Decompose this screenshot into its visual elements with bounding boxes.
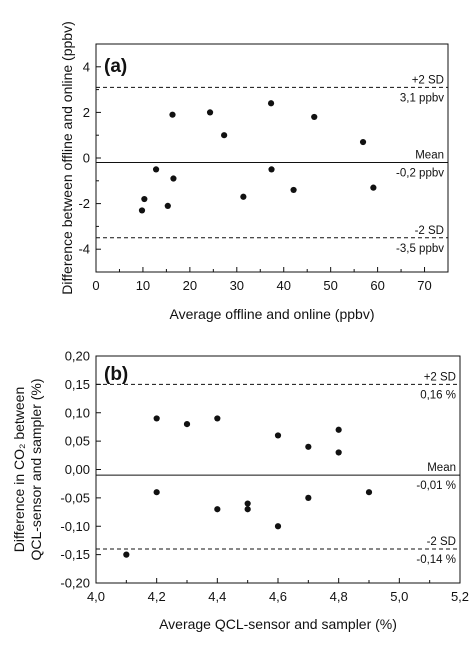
x-tick-label: 70 bbox=[417, 278, 431, 293]
y-tick-label: 0,15 bbox=[65, 377, 90, 392]
panel-label: (a) bbox=[104, 56, 127, 77]
y-tick-label: -0,15 bbox=[60, 547, 90, 562]
reference-line-value: 3,1 ppbv bbox=[400, 92, 444, 104]
data-point bbox=[221, 132, 228, 139]
data-point bbox=[244, 506, 251, 513]
reference-line-label: +2 SD bbox=[412, 74, 444, 86]
data-point bbox=[153, 489, 160, 496]
data-point bbox=[274, 523, 282, 530]
reference-line-label: -2 SD bbox=[427, 536, 456, 548]
x-tick-label: 4,2 bbox=[148, 589, 166, 604]
x-tick-label: 10 bbox=[136, 278, 150, 293]
data-point bbox=[214, 415, 221, 422]
x-axis-title: Average offline and online (ppbv) bbox=[170, 306, 375, 322]
data-point bbox=[152, 166, 160, 173]
data-point bbox=[359, 138, 367, 146]
data-point bbox=[138, 207, 146, 214]
reference-line-label: Mean bbox=[415, 150, 444, 162]
y-tick-label: -2 bbox=[78, 196, 90, 211]
x-tick-label: 20 bbox=[183, 278, 197, 293]
panel-a-scatter-chart: 0 10 20 30 40 50 60 70 -4 -2 0 2 4 +2 SD 3,1 ppbv Mean -… bbox=[59, 21, 449, 322]
data-point bbox=[240, 193, 247, 200]
y-tick-label: 2 bbox=[83, 105, 90, 120]
reference-line-label: Mean bbox=[427, 462, 456, 474]
y-tick-label: -0,10 bbox=[60, 519, 90, 534]
data-point bbox=[164, 202, 171, 209]
x-tick-label: 40 bbox=[276, 278, 290, 293]
y-tick-label: -0,20 bbox=[60, 576, 90, 591]
data-point bbox=[305, 494, 312, 501]
data-point bbox=[290, 186, 297, 194]
y-axis-title-line-2: QCL-sensor and sampler (%) bbox=[28, 378, 44, 560]
data-point bbox=[214, 506, 221, 513]
y-axis-title: Difference between offline and online (p… bbox=[59, 21, 75, 294]
y-tick-label: -0,05 bbox=[60, 490, 90, 505]
x-tick-label: 30 bbox=[230, 278, 244, 293]
x-tick-label: 5,0 bbox=[390, 589, 408, 604]
reference-line-value: -3,5 ppbv bbox=[396, 243, 444, 255]
data-point bbox=[305, 443, 312, 450]
data-point bbox=[335, 449, 342, 456]
data-point bbox=[153, 415, 160, 422]
y-tick-label: 0,05 bbox=[65, 434, 90, 449]
data-point bbox=[169, 111, 176, 118]
data-point bbox=[183, 421, 191, 428]
y-tick-label: 0,20 bbox=[65, 349, 90, 364]
x-tick-label: 4,4 bbox=[208, 589, 226, 604]
data-point bbox=[370, 184, 377, 191]
x-tick-label: 4,6 bbox=[269, 589, 287, 604]
x-tick-label: 60 bbox=[370, 278, 384, 293]
y-tick-label: 4 bbox=[83, 59, 90, 74]
data-point bbox=[365, 489, 373, 496]
x-axis-title: Average QCL-sensor and sampler (%) bbox=[159, 616, 397, 632]
y-tick-label: 0,10 bbox=[65, 405, 90, 420]
data-point bbox=[123, 551, 130, 558]
data-point bbox=[267, 100, 275, 107]
reference-line-value: -0,14 % bbox=[416, 554, 456, 566]
panel-label: (b) bbox=[104, 364, 128, 385]
data-point bbox=[274, 432, 282, 439]
data-point bbox=[311, 113, 318, 121]
x-tick-label: 4,0 bbox=[87, 589, 105, 604]
data-point bbox=[170, 175, 177, 182]
y-tick-label: -4 bbox=[78, 242, 90, 257]
reference-line-value: 0,16 % bbox=[420, 389, 456, 401]
reference-line-value: -0,01 % bbox=[416, 480, 456, 492]
x-tick-label: 50 bbox=[323, 278, 337, 293]
x-tick-label: 4,8 bbox=[330, 589, 348, 604]
panel-b-scatter-chart: 4,0 4,2 4,4 4,6 4,8 5,0 5,2 -0,20 -0,15 -0,10 -0,0… bbox=[11, 349, 469, 633]
data-point bbox=[244, 500, 251, 507]
y-tick-label: 0,00 bbox=[65, 462, 90, 477]
reference-line-value: -0,2 ppbv bbox=[396, 168, 444, 180]
y-axis-title-line-1: Difference in CO₂ between bbox=[11, 387, 27, 552]
data-point bbox=[206, 109, 214, 116]
reference-line-label: -2 SD bbox=[415, 225, 444, 237]
y-tick-label: 0 bbox=[83, 151, 90, 166]
data-point bbox=[141, 195, 148, 203]
reference-line-label: +2 SD bbox=[424, 371, 456, 383]
data-point bbox=[268, 166, 275, 173]
x-tick-label: 5,2 bbox=[451, 589, 469, 604]
data-point bbox=[335, 426, 342, 433]
x-tick-label: 0 bbox=[92, 278, 99, 293]
